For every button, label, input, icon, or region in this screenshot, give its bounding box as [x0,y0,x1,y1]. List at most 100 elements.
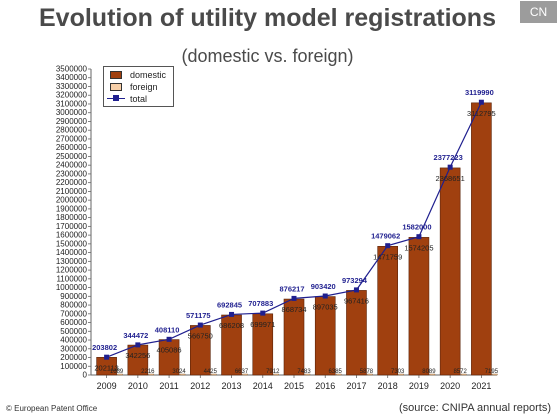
y-tick-label: 2300000 [56,169,88,178]
foreign-value-label: 6637 [235,369,249,375]
y-tick-label: 1000000 [56,283,88,292]
x-tick-label: 2009 [97,381,117,391]
legend-label-foreign: foreign [130,81,158,93]
y-tick-label: 900000 [60,292,87,301]
legend-label-domestic: domestic [130,69,166,81]
domestic-value-label: 897035 [313,303,338,312]
total-value-label: 876217 [279,284,304,293]
y-tick-label: 1800000 [56,213,88,222]
foreign-value-label: 6385 [329,369,343,375]
x-tick-label: 2016 [315,381,335,391]
y-tick-label: 2900000 [56,117,88,126]
foreign-value-label: 8089 [422,369,436,375]
y-tick-label: 2100000 [56,187,88,196]
total-value-label: 344472 [123,331,148,340]
y-tick-label: 300000 [60,344,87,353]
total-value-label: 408110 [155,325,180,334]
y-tick-label: 3400000 [56,73,88,82]
y-tick-label: 3200000 [56,91,88,100]
foreign-value-label: 5878 [360,369,374,375]
source-note: (source: CNIPA annual reports) [399,402,551,414]
y-tick-label: 1200000 [56,266,88,275]
y-tick-label: 3300000 [56,82,88,91]
x-tick-label: 2015 [284,381,304,391]
domestic-value-label: 686208 [219,321,244,330]
total-marker [385,243,390,248]
y-tick-label: 100000 [60,362,87,371]
foreign-value-label: 1689 [110,369,124,375]
total-marker [167,337,172,342]
total-marker [135,342,140,347]
y-tick-label: 400000 [60,336,87,345]
foreign-value-label: 7195 [485,369,499,375]
chart-legend: domestic foreign total [103,66,174,107]
total-marker [292,296,297,301]
x-tick-label: 2021 [471,381,491,391]
foreign-value-label: 7483 [297,369,311,375]
y-tick-label: 0 [83,371,88,380]
x-tick-label: 2012 [190,381,210,391]
total-value-label: 903420 [311,282,336,291]
legend-label-total: total [130,93,147,105]
y-tick-label: 2600000 [56,143,88,152]
domestic-value-label: 967416 [344,296,369,305]
x-tick-label: 2014 [253,381,273,391]
x-tick-label: 2019 [409,381,429,391]
x-tick-label: 2020 [440,381,460,391]
y-tick-label: 2800000 [56,126,88,135]
domestic-bar [471,103,491,375]
total-value-label: 1582000 [402,223,431,232]
y-tick-label: 700000 [60,309,87,318]
legend-swatch-domestic [110,71,122,79]
total-marker [479,100,484,105]
y-tick-label: 500000 [60,327,87,336]
y-tick-label: 800000 [60,301,87,310]
total-marker [323,294,328,299]
x-tick-label: 2010 [128,381,148,391]
x-tick-label: 2017 [346,381,366,391]
total-value-label: 2377223 [434,153,463,162]
domestic-value-label: 342256 [125,351,150,360]
domestic-value-label: 3112795 [467,109,496,118]
total-marker [104,355,109,360]
y-tick-label: 1100000 [56,274,87,283]
y-tick-label: 2400000 [56,161,88,170]
total-value-label: 571175 [186,311,211,320]
domestic-value-label: 2368651 [436,174,465,183]
legend-marker-total [113,95,119,101]
total-marker [198,323,203,328]
domestic-bar [440,168,460,375]
foreign-value-label: 7303 [391,369,405,375]
y-tick-label: 1600000 [56,231,88,240]
total-marker [354,287,359,292]
y-tick-label: 3500000 [56,65,88,74]
total-marker [416,234,421,239]
domestic-value-label: 1574205 [404,243,433,252]
total-marker [260,311,265,316]
y-tick-label: 1400000 [56,248,88,257]
total-value-label: 3119990 [465,88,494,97]
domestic-bar [409,237,429,375]
y-tick-label: 3100000 [56,99,88,108]
domestic-value-label: 1471759 [373,252,402,261]
foreign-value-label: 4425 [204,369,218,375]
domestic-value-label: 868734 [281,305,306,314]
domestic-value-label: 566750 [188,331,213,340]
total-value-label: 973294 [342,276,368,285]
domestic-value-label: 405086 [157,346,182,355]
total-value-label: 707883 [248,299,273,308]
total-marker [229,312,234,317]
y-tick-label: 2000000 [56,196,88,205]
foreign-value-label: 3024 [172,369,186,375]
y-tick-label: 1900000 [56,204,88,213]
foreign-value-label: 7912 [266,369,280,375]
foreign-value-label: 8572 [453,369,467,375]
y-tick-label: 2700000 [56,134,88,143]
x-tick-label: 2011 [159,381,178,391]
x-tick-label: 2018 [378,381,398,391]
y-tick-label: 2200000 [56,178,88,187]
y-tick-label: 200000 [60,353,87,362]
domestic-bar [378,246,398,375]
total-value-label: 692845 [217,300,242,309]
